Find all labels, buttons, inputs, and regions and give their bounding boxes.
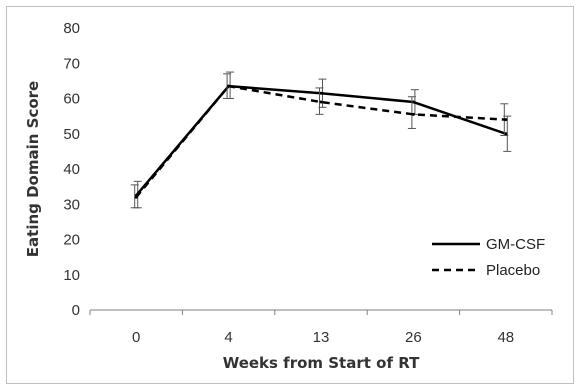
y-tick-label: 0 (72, 302, 80, 319)
series-group (130, 71, 512, 209)
x-tick-label: 26 (405, 329, 422, 346)
y-tick-label: 70 (63, 55, 80, 72)
y-tick-label: 40 (63, 161, 80, 178)
y-axis-title: Eating Domain Score (24, 81, 42, 257)
x-tick-label: 0 (132, 329, 140, 346)
data-point (504, 118, 508, 122)
legend: GM-CSF Placebo (432, 236, 545, 279)
data-point (319, 100, 323, 104)
y-tick-label: 60 (63, 91, 80, 108)
series-gm-csf (133, 71, 512, 209)
y-tick-label: 20 (63, 232, 80, 249)
data-point (319, 91, 323, 95)
y-tick-label: 10 (63, 267, 80, 284)
data-point (227, 84, 231, 88)
x-axis-ticks: 0 4 13 26 48 (89, 310, 553, 346)
data-point (134, 195, 138, 199)
series-line (135, 84, 506, 198)
y-tick-label: 30 (63, 196, 80, 213)
chart-frame (6, 6, 574, 384)
data-point (411, 112, 415, 116)
y-tick-label: 80 (63, 20, 80, 37)
y-tick-label: 50 (63, 126, 80, 143)
x-tick-label: 48 (497, 329, 514, 346)
legend-label: Placebo (486, 262, 540, 279)
data-point (411, 100, 415, 104)
legend-label: GM-CSF (486, 236, 545, 253)
x-tick-label: 4 (224, 329, 232, 346)
data-point (504, 132, 508, 136)
y-axis-ticks: 0 10 20 30 40 50 60 70 80 (63, 20, 80, 319)
x-tick-label: 13 (313, 329, 330, 346)
x-axis-title: Weeks from Start of RT (223, 354, 420, 372)
series-placebo (130, 73, 509, 209)
